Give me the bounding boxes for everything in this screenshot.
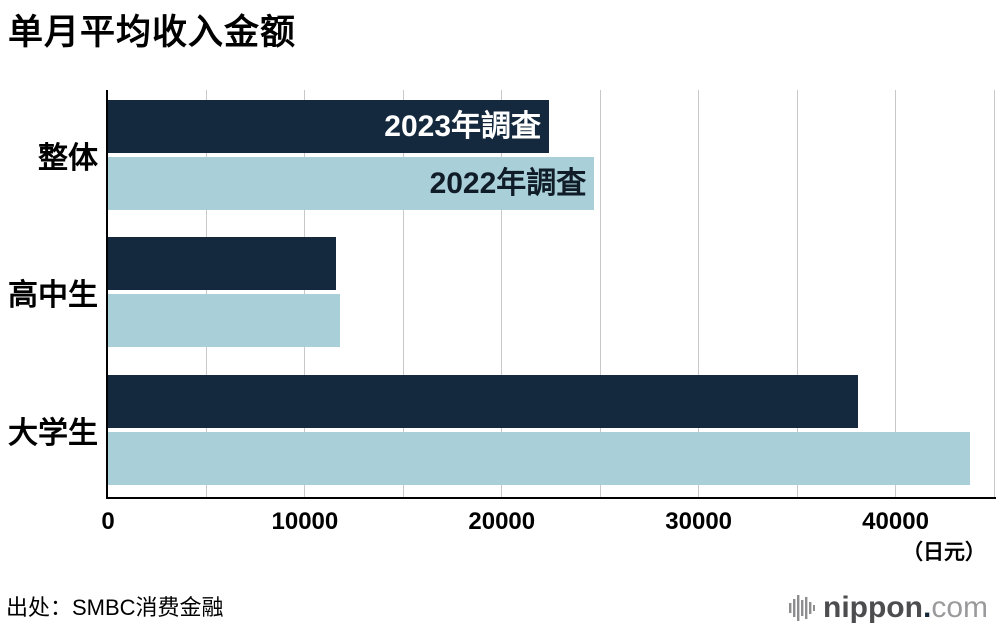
x-tick-label: 40000: [862, 508, 929, 535]
source-credit: 出处：SMBC消费金融: [6, 595, 224, 620]
x-axis-line: [106, 497, 996, 499]
bar-2023年調査-高中生: [108, 237, 337, 290]
bar-2023年調査-大学生: [108, 375, 859, 428]
gridline: [402, 90, 404, 497]
x-tick-label: 0: [101, 508, 115, 535]
gridline: [895, 90, 897, 497]
nippon-logo: nippon.com: [789, 592, 988, 624]
gridline: [501, 90, 503, 497]
category-label: 大学生: [8, 417, 98, 450]
category-label: 整体: [38, 142, 98, 175]
x-axis-unit-label: （日元）: [902, 541, 986, 564]
category-label: 高中生: [8, 279, 98, 312]
chart-title: 单月平均收入金额: [8, 13, 297, 52]
nippon-logo-text: nippon.com: [823, 593, 988, 623]
gridline: [993, 90, 995, 497]
bar-2022年調査-整体: 2022年調査: [108, 157, 595, 210]
y-axis-line: [106, 90, 108, 499]
logo-tld: com: [931, 591, 988, 624]
gridline: [698, 90, 700, 497]
plot-area: 2023年調査 2022年調査 整体高中生大学生 0 10000 20000 30000 40…: [8, 90, 995, 535]
gridline: [304, 90, 306, 497]
x-tick-label: 20000: [468, 508, 536, 535]
gridline: [599, 90, 601, 497]
gridline: [796, 90, 798, 497]
x-tick-label: 30000: [665, 508, 733, 535]
series-legend-label: 2022年調査: [429, 166, 587, 200]
logo-dot: .: [922, 591, 932, 624]
bar-2022年調査-高中生: [108, 294, 341, 347]
bar-2023年調査-整体: 2023年調査: [108, 100, 550, 153]
series-legend-label: 2023年調査: [384, 109, 542, 143]
x-tick-label: 10000: [271, 508, 339, 535]
soundwave-bars-icon: [789, 595, 815, 621]
gridline: [205, 90, 207, 497]
logo-brand-name: nippon: [823, 591, 923, 624]
bar-2022年調査-大学生: [108, 432, 971, 485]
